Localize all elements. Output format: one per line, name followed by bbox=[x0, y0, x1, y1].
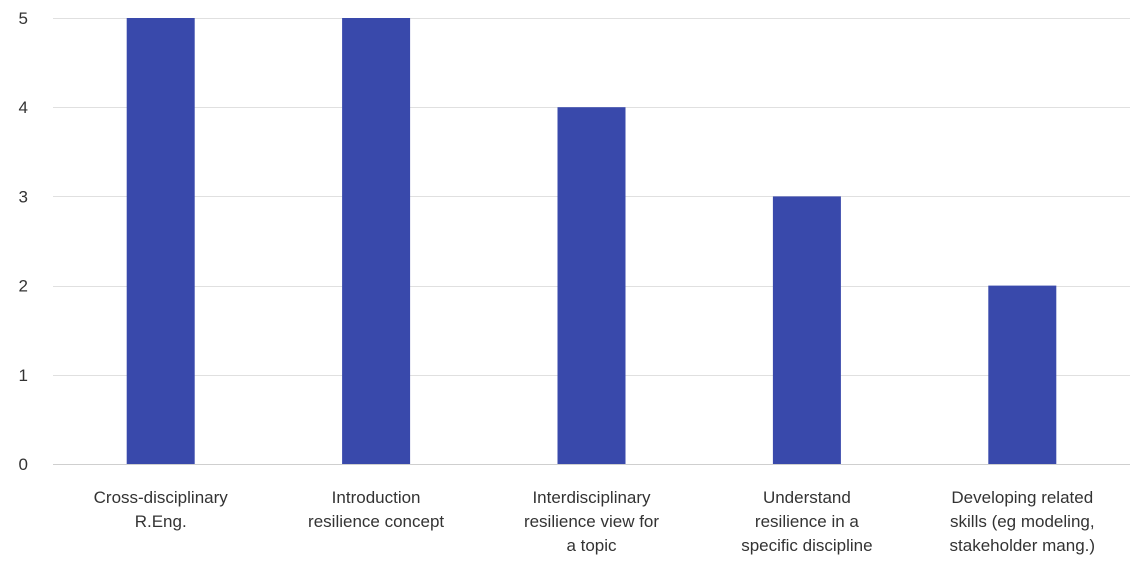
x-tick-label: Developing related skills (eg modeling, st… bbox=[950, 488, 1096, 555]
y-tick-label: 2 bbox=[19, 277, 28, 296]
y-tick-label: 5 bbox=[19, 9, 28, 28]
bars bbox=[126, 18, 1057, 464]
bar bbox=[126, 18, 195, 464]
y-tick-label: 0 bbox=[19, 455, 28, 474]
bar bbox=[557, 107, 626, 464]
x-tick-label: Interdisciplinary resilience view for a to… bbox=[524, 488, 659, 555]
x-axis-ticks: Cross-disciplinary R.Eng. Introduction resi… bbox=[94, 488, 1095, 555]
x-tick-label: Cross-disciplinary R.Eng. bbox=[94, 488, 229, 531]
y-tick-label: 4 bbox=[19, 98, 28, 117]
y-tick-label: 1 bbox=[19, 366, 28, 385]
x-tick-label: Understand resilience in a specific discip… bbox=[741, 488, 872, 555]
x-tick-label: Introduction resilience concept bbox=[308, 488, 444, 531]
bar bbox=[988, 285, 1057, 464]
y-tick-label: 3 bbox=[19, 187, 28, 206]
bar bbox=[342, 18, 411, 464]
y-axis-ticks: 0 1 2 3 4 5 bbox=[19, 9, 28, 474]
bar bbox=[772, 196, 841, 464]
